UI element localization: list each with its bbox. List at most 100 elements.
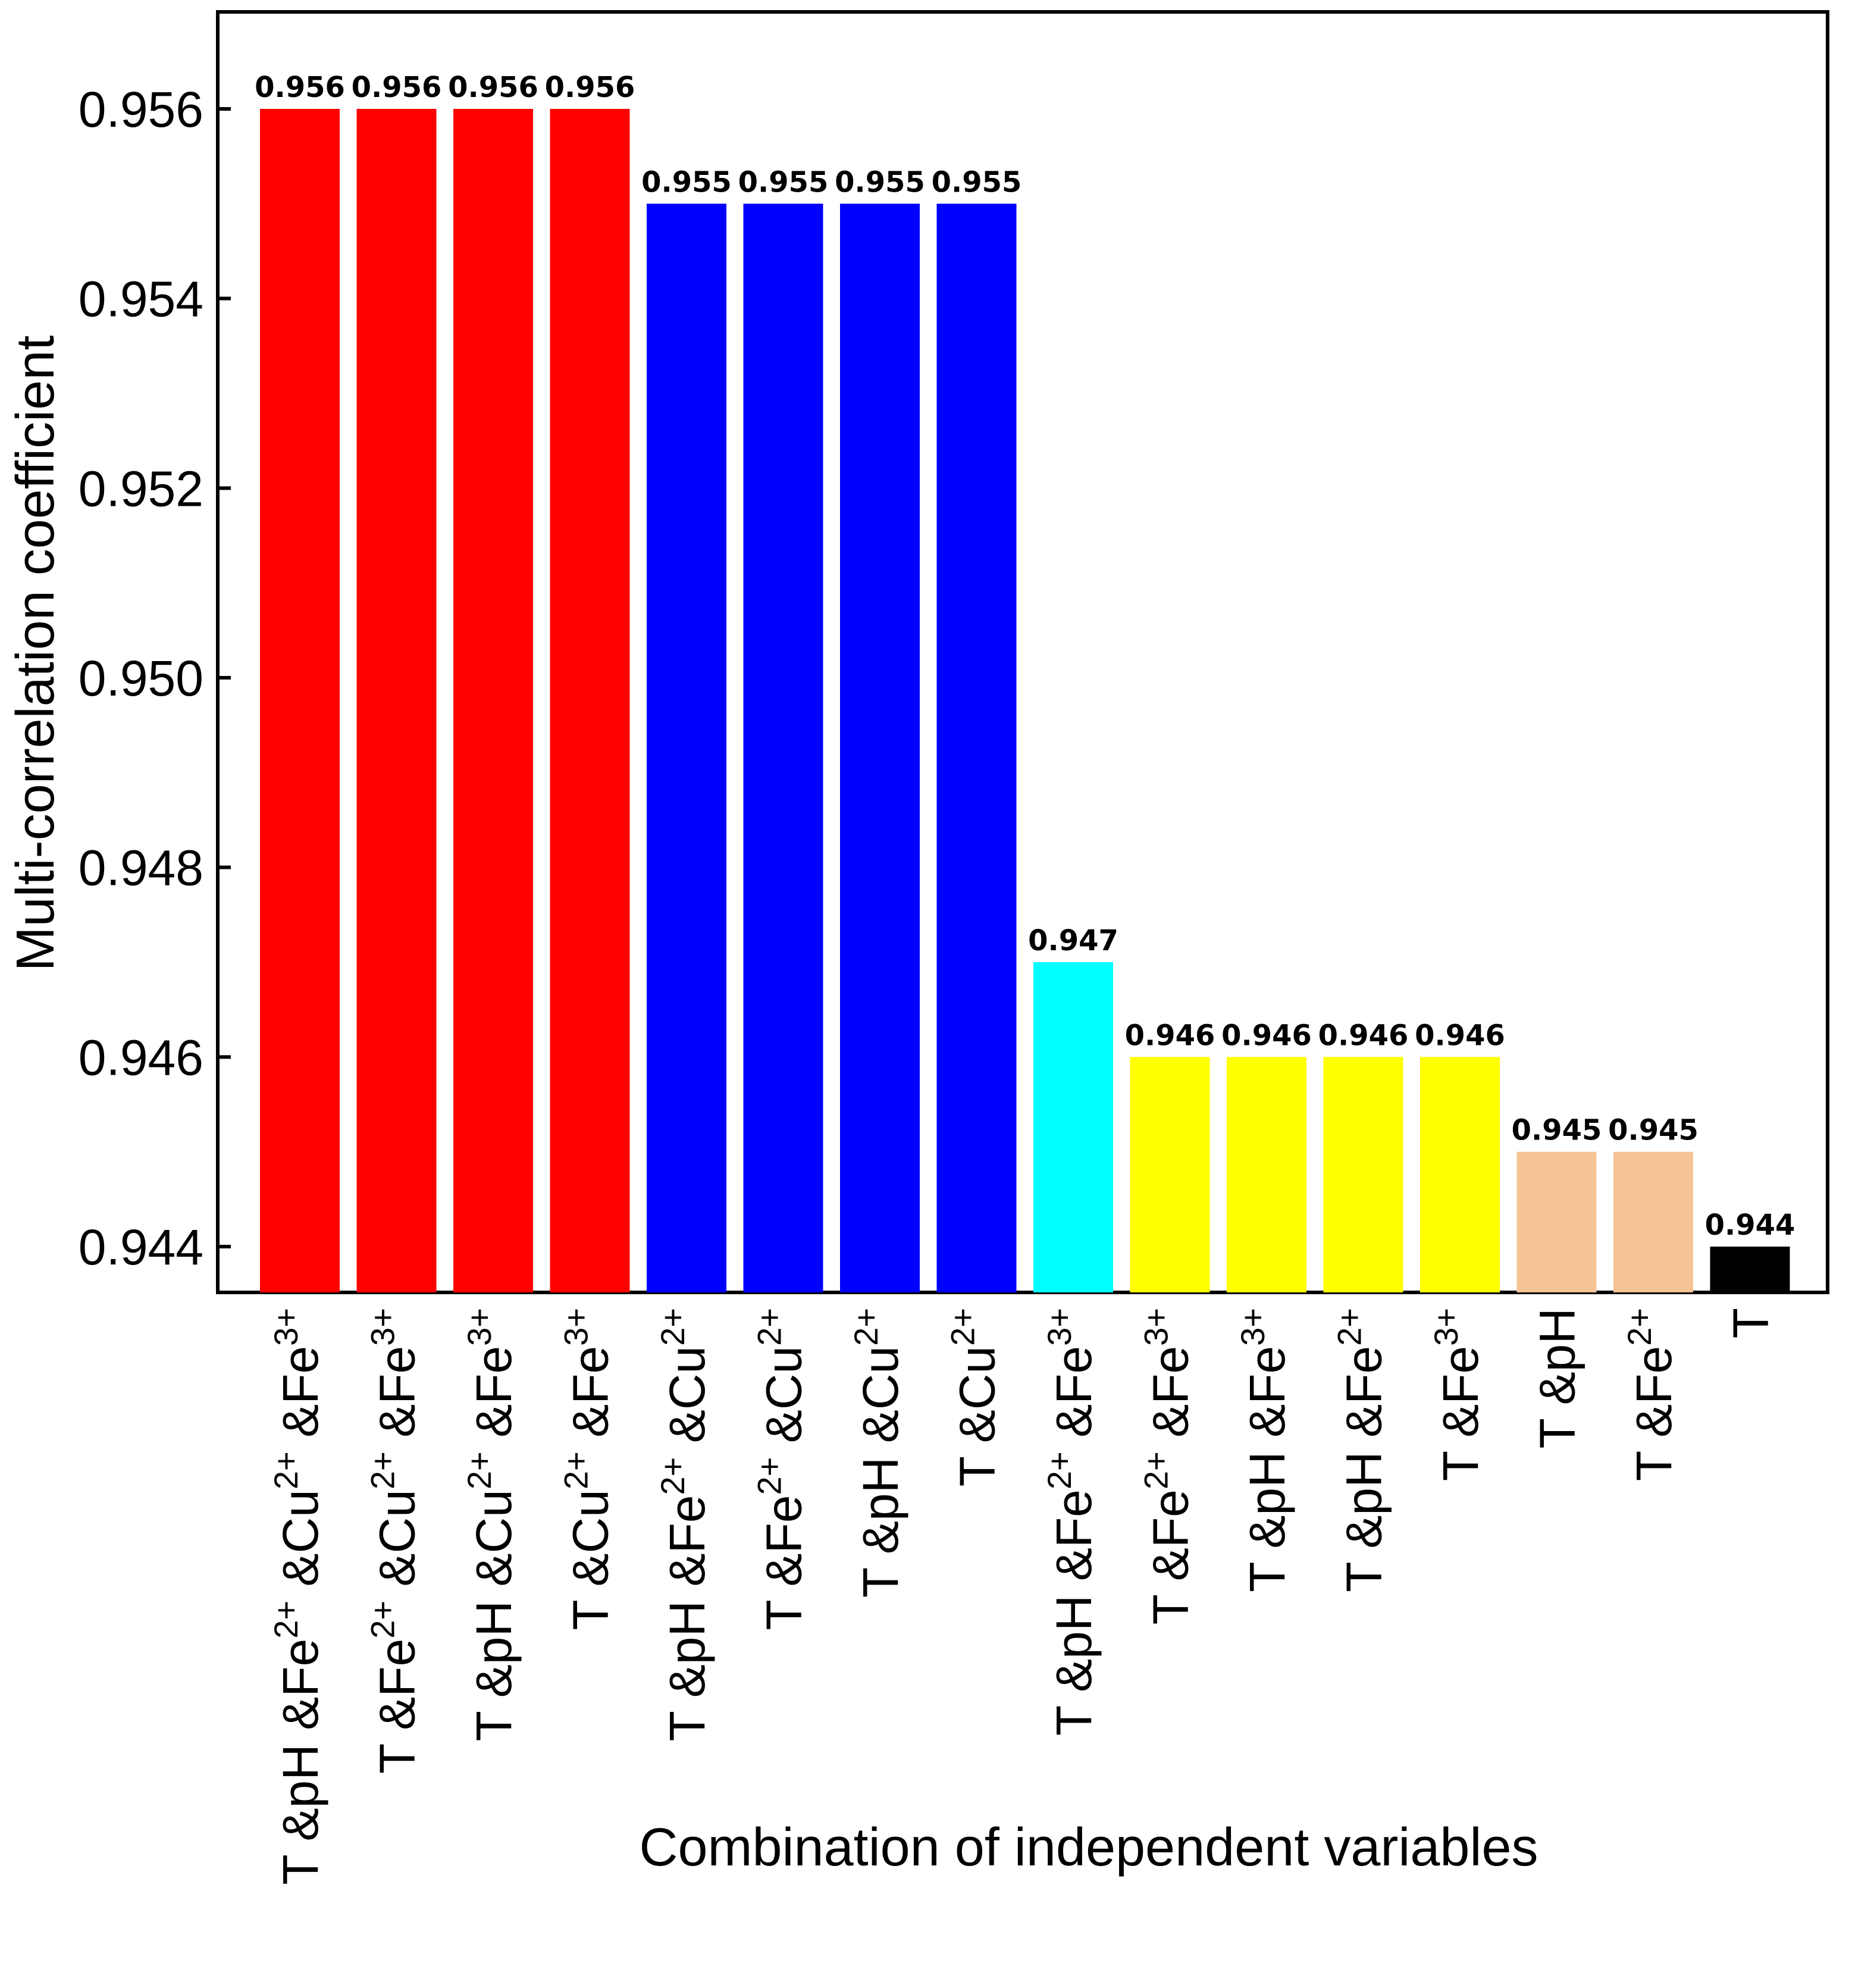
category-label-part: &Cu	[949, 1346, 1005, 1457]
category-label-part: T	[1336, 1563, 1392, 1592]
bar	[647, 204, 726, 1292]
category-label-part: &Fe	[1143, 1489, 1199, 1595]
category-label-superscript: 3+	[1137, 1308, 1175, 1346]
category-label: T &pH &Fe2+ &Cu2+ &Fe3+	[267, 1308, 328, 1885]
category-label-part: &pH &Fe	[1336, 1346, 1392, 1563]
category-label: T &Fe2+ &Fe3+	[1137, 1308, 1199, 1624]
y-tick-label: 0.956	[79, 82, 203, 137]
category-label-superscript: 2+	[654, 1457, 691, 1495]
category-label-superscript: 2+	[944, 1308, 982, 1346]
category-label-superscript: 2+	[557, 1451, 595, 1489]
category-label-part: &Cu	[756, 1346, 812, 1457]
bar	[936, 204, 1017, 1292]
category-label-part: &Fe	[1626, 1346, 1682, 1451]
category-label-part: T	[369, 1744, 425, 1774]
category-label-part: &Fe	[369, 1346, 425, 1451]
data-label: 0.945	[1512, 1114, 1602, 1147]
category-label-part: T	[563, 1601, 619, 1630]
category-label-part: T	[1239, 1563, 1295, 1592]
category-label-superscript: 2+	[1331, 1308, 1368, 1346]
category-label-part: &pH &Cu	[466, 1489, 522, 1712]
data-label: 0.955	[835, 165, 925, 199]
category-label-part: T	[1723, 1308, 1779, 1338]
y-tick-label: 0.946	[79, 1029, 203, 1085]
y-axis: 0.944 0.946 0.948 0.950 0.952 0.954 0.956	[79, 82, 231, 1275]
bar	[1420, 1057, 1500, 1292]
bar	[840, 204, 920, 1292]
category-label-part: T	[1626, 1451, 1682, 1481]
category-label-part: T	[659, 1711, 715, 1741]
category-label-part: &pH	[1530, 1308, 1585, 1419]
data-label: 0.956	[448, 71, 538, 104]
y-tick-label: 0.954	[79, 271, 203, 327]
category-label-superscript: 3+	[460, 1308, 498, 1346]
bar	[743, 204, 823, 1292]
category-label-part: &Cu	[369, 1489, 425, 1601]
category-label: T &Fe3+	[1427, 1308, 1488, 1481]
bar	[260, 109, 340, 1292]
category-label-superscript: 2+	[1041, 1451, 1078, 1489]
category-label-superscript: 2+	[654, 1308, 691, 1346]
bars	[260, 109, 1790, 1292]
data-label: 0.946	[1221, 1019, 1312, 1052]
bar	[356, 109, 437, 1292]
category-label-part: &pH &Cu	[853, 1346, 908, 1569]
category-label-superscript: 3+	[1041, 1308, 1078, 1346]
category-label-superscript: 3+	[1427, 1308, 1465, 1346]
y-axis-title: Multi-correlation coefficient	[6, 336, 65, 972]
data-label: 0.955	[641, 165, 732, 199]
category-label: T &Cu2+	[944, 1308, 1005, 1486]
category-label-superscript: 3+	[557, 1308, 595, 1346]
data-label: 0.956	[352, 71, 442, 104]
category-label: T &Cu2+ &Fe3+	[557, 1308, 619, 1630]
category-label-superscript: 2+	[1621, 1308, 1658, 1346]
y-tick-label: 0.944	[79, 1219, 203, 1275]
bar	[1323, 1057, 1403, 1292]
bar	[1710, 1247, 1790, 1292]
category-label-part: &Fe	[1433, 1346, 1488, 1451]
category-label-part: T	[1530, 1419, 1585, 1449]
category-label-superscript: 2+	[364, 1601, 402, 1639]
category-label-superscript: 2+	[267, 1451, 305, 1489]
y-tick-label: 0.952	[79, 461, 203, 516]
category-label-part: T	[1046, 1706, 1102, 1736]
x-axis-title: Combination of independent variables	[639, 1818, 1538, 1877]
category-label-superscript: 3+	[364, 1308, 402, 1346]
category-label: T &pH	[1530, 1308, 1585, 1449]
category-label-part: T	[272, 1855, 328, 1885]
category-label-part: &pH &Fe	[659, 1495, 715, 1711]
category-label-part: &Cu	[272, 1489, 328, 1601]
plot-frame	[216, 10, 1829, 1294]
category-label-part: T	[1143, 1595, 1199, 1624]
category-label-part: T	[853, 1568, 908, 1598]
bar	[1516, 1151, 1597, 1292]
category-label-part: T	[756, 1601, 812, 1630]
category-label-part: &Fe	[1046, 1346, 1102, 1451]
data-label: 0.956	[545, 71, 635, 104]
data-label: 0.946	[1125, 1019, 1215, 1052]
category-label-part: &Fe	[466, 1346, 522, 1451]
category-label-superscript: 2+	[847, 1308, 885, 1346]
category-label-part: &pH &Fe	[1239, 1346, 1295, 1563]
data-label: 0.955	[738, 165, 829, 199]
category-label: T &pH &Cu2+ &Fe3+	[460, 1308, 522, 1741]
data-label: 0.947	[1028, 924, 1118, 957]
bar	[1613, 1151, 1693, 1292]
y-tick-label: 0.948	[79, 840, 203, 896]
category-label-part: &Cu	[659, 1346, 715, 1457]
category-label: T &Fe2+ &Cu2+ &Fe3+	[364, 1308, 425, 1774]
category-label: T &pH &Cu2+	[847, 1308, 908, 1598]
category-label-superscript: 2+	[751, 1308, 788, 1346]
data-label: 0.946	[1318, 1019, 1409, 1052]
category-label-part: &Fe	[272, 1346, 328, 1451]
bar	[1130, 1057, 1210, 1292]
data-label: 0.956	[255, 71, 345, 104]
category-label-part: &pH &Fe	[1046, 1489, 1102, 1706]
category-label-superscript: 2+	[460, 1451, 498, 1489]
category-label: T &pH &Fe2+ &Fe3+	[1041, 1308, 1102, 1736]
data-label: 0.945	[1608, 1114, 1698, 1147]
category-label-part: &pH &Fe	[272, 1639, 328, 1855]
category-label-superscript: 3+	[267, 1308, 305, 1346]
